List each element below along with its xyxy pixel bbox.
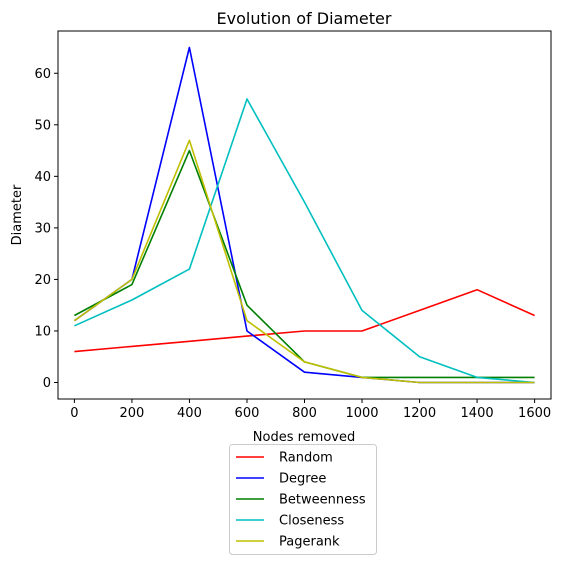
x-tick-label: 0 — [70, 406, 78, 421]
x-axis-label: Nodes removed — [253, 430, 355, 445]
chart-title: Evolution of Diameter — [217, 9, 392, 28]
x-tick-label: 1600 — [518, 406, 551, 421]
legend-label-pagerank: Pagerank — [279, 535, 340, 550]
x-tick-label: 1200 — [403, 406, 436, 421]
legend-label-degree: Degree — [279, 472, 326, 487]
y-tick-label: 60 — [34, 67, 51, 82]
series-line-betweenness — [74, 149, 535, 379]
y-tick-label: 40 — [34, 170, 51, 185]
y-tick-label: 20 — [34, 273, 51, 288]
series-line-closeness — [74, 98, 535, 384]
series-line-degree — [73, 46, 535, 384]
y-tick-label: 10 — [34, 324, 51, 339]
series-line-random — [74, 288, 535, 353]
x-tick-label: 600 — [235, 406, 260, 421]
x-axis: 0 200 400 600 800 1000 1200 1400 1600 — [70, 399, 551, 421]
y-tick-label: 0 — [43, 376, 51, 391]
legend-box — [229, 444, 377, 555]
y-axis-label: Diameter — [10, 184, 25, 245]
x-tick-label: 1400 — [461, 406, 494, 421]
series-line-pagerank — [73, 139, 535, 384]
y-tick-label: 50 — [34, 118, 51, 133]
x-tick-label: 400 — [177, 406, 202, 421]
legend-label-random: Random — [279, 451, 333, 466]
x-tick-label: 800 — [292, 406, 317, 421]
plot-series — [73, 46, 535, 384]
y-tick-label: 30 — [34, 221, 51, 236]
plot-frame — [57, 30, 552, 400]
y-axis: 0 10 20 30 40 50 60 — [34, 67, 58, 391]
legend-label-betweenness: Betweenness — [279, 493, 366, 508]
x-tick-label: 200 — [120, 406, 145, 421]
legend-label-closeness: Closeness — [279, 514, 344, 529]
x-tick-label: 1000 — [345, 406, 378, 421]
legend: Random Degree Betweenness Closeness Pagerank — [229, 444, 377, 555]
